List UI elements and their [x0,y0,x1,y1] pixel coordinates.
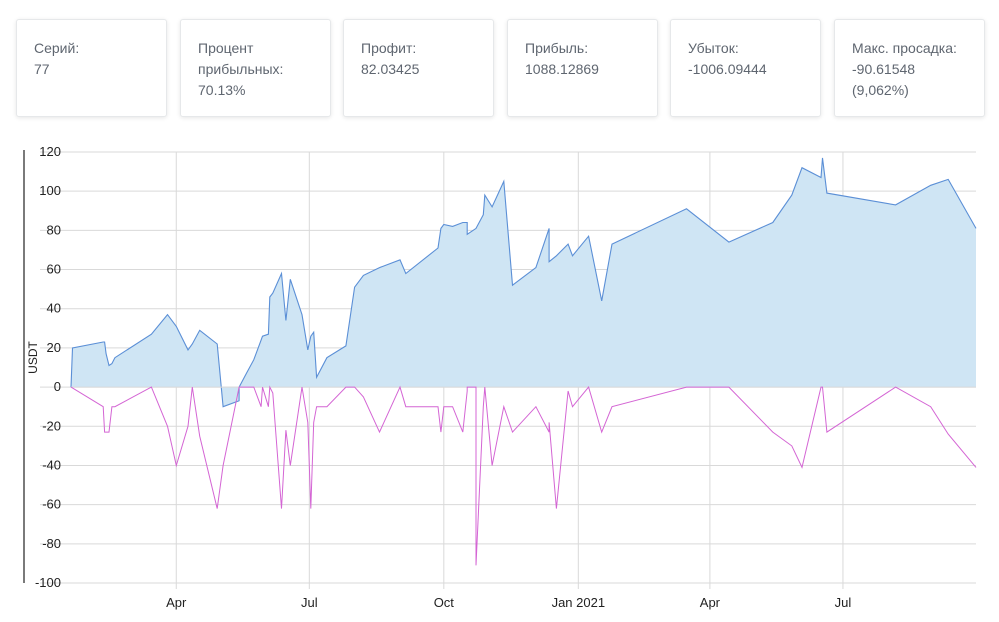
stat-label-profit: Профит: [361,40,417,56]
y-tick-label: -100 [35,575,61,590]
y-tick-label: 80 [47,222,61,237]
y-tick-label: -60 [42,497,61,512]
x-tick-label: Apr [700,595,721,610]
equity-chart: 120 100 80 60 40 20 0 -20 -40 -60 -80 -100 Apr Jul Oct… [23,144,977,610]
x-tick-label: Jan 2021 [552,595,606,610]
profit-line [70,157,977,408]
stat-label-loss: Убыток: [688,40,739,56]
stat-card-loss: Убыток: -1006.09444 [670,19,821,117]
x-tick-label: Jul [301,595,318,610]
x-tick-label: Jul [835,595,852,610]
stat-label-max-drawdown: Макс. просадка: [852,40,957,56]
y-tick-label: 40 [47,301,61,316]
stat-value-loss: -1006.09444 [688,61,767,77]
stat-value-series: 77 [34,61,50,77]
stat-value-gain: 1088.12869 [525,61,599,77]
stat-card-max-drawdown: Макс. просадка: -90.61548 (9,062%) [834,19,985,117]
chart-axes: 120 100 80 60 40 20 0 -20 -40 -60 -80 -100 Apr Jul Oct… [23,144,852,610]
stat-card-gain: Прибыль: 1088.12869 [507,19,658,117]
x-tick-label: Oct [434,595,455,610]
profit-area [71,157,976,407]
x-tick-label: Apr [166,595,187,610]
stat-label-win-rate: Процент прибыльных: [198,40,284,77]
y-tick-label: -20 [42,418,61,433]
stat-value-win-rate: 70.13% [198,82,246,98]
stat-card-series: Серий: 77 [16,19,167,117]
stat-label-gain: Прибыль: [525,40,589,56]
drawdown-line [70,385,977,566]
y-tick-label: 120 [39,144,61,159]
stat-value-max-drawdown: -90.61548 (9,062%) [852,61,916,98]
y-tick-label: -80 [42,536,61,551]
y-tick-label: 0 [54,379,61,394]
y-tick-label: 100 [39,183,61,198]
y-axis-title: USDT [26,341,40,374]
y-tick-label: -40 [42,457,61,472]
y-tick-label: 20 [47,340,61,355]
stat-value-profit: 82.03425 [361,61,420,77]
stat-card-win-rate: Процент прибыльных: 70.13% [180,19,331,117]
y-tick-label: 60 [47,262,61,277]
chart-series [70,157,977,566]
stat-card-profit: Профит: 82.03425 [343,19,494,117]
stat-label-series: Серий: [34,40,80,56]
